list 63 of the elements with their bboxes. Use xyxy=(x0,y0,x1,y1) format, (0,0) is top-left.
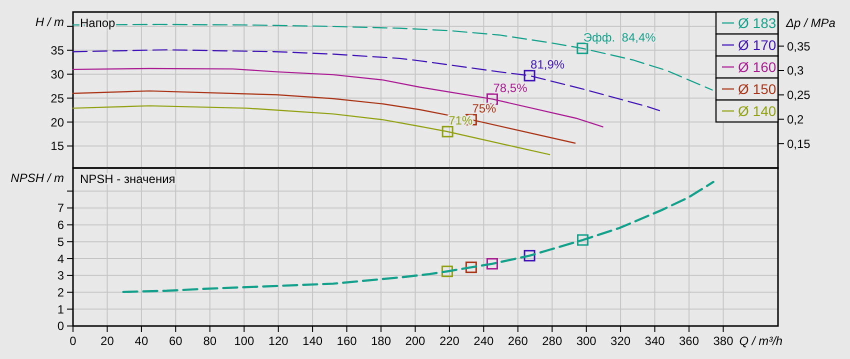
y-tick-label: 1 xyxy=(57,302,64,316)
x-tick-label: 340 xyxy=(644,334,666,348)
y-tick-label: 0 xyxy=(57,319,64,334)
y2-tick-label: 0,25 xyxy=(787,88,811,102)
x-tick-label: 240 xyxy=(474,334,494,348)
legend-label: Ø 170 xyxy=(738,36,776,53)
y2-tick-label: 0,35 xyxy=(787,39,811,54)
annotation: 75% xyxy=(472,102,497,116)
legend-label: Ø 150 xyxy=(738,80,776,97)
x-tick-label: 260 xyxy=(508,334,528,348)
annotation: 81,9% xyxy=(530,58,565,72)
x-tick-label: 380 xyxy=(713,334,734,348)
point xyxy=(442,126,454,138)
legend-label: Ø 183 xyxy=(738,14,776,31)
y-tick-label: 7 xyxy=(57,201,64,216)
x-tick-label: 80 xyxy=(203,334,217,348)
x-tick-label: 320 xyxy=(610,334,631,348)
point xyxy=(524,250,536,262)
y2-tick-label: 0,15 xyxy=(787,136,811,151)
x-tick-label: 180 xyxy=(370,334,392,348)
y-tick-label: 2 xyxy=(57,285,64,300)
x-tick-label: 0 xyxy=(70,334,77,348)
legend-label: Ø 160 xyxy=(738,58,776,75)
point xyxy=(576,42,588,54)
point xyxy=(465,262,477,274)
x-tick-label: 20 xyxy=(100,334,114,348)
y2-axis-title: Δp / MPa xyxy=(785,16,836,30)
y-tick-label: 5 xyxy=(57,234,64,249)
x-tick-label: 300 xyxy=(576,334,597,348)
y-tick-label: 35 xyxy=(50,43,64,58)
y2-tick-label: 0,2 xyxy=(787,112,804,126)
line-series xyxy=(72,49,660,112)
x-tick-label: 280 xyxy=(542,334,562,348)
x-tick-label: 60 xyxy=(168,334,183,348)
point xyxy=(577,234,589,246)
x-axis-title: Q / m³/h xyxy=(739,334,783,348)
y-tick-label: 15 xyxy=(50,139,64,154)
y-tick-label: 30 xyxy=(50,67,64,82)
y-axis-title: H / m xyxy=(35,15,64,29)
annotation: 78,5% xyxy=(493,81,528,96)
legend-label: Ø 140 xyxy=(738,102,776,119)
chart-title: NPSH - значения xyxy=(80,172,176,186)
x-tick-label: 200 xyxy=(405,334,426,348)
point xyxy=(486,93,498,105)
y2-tick-label: 0,3 xyxy=(787,64,804,78)
y-tick-label: 3 xyxy=(57,268,64,283)
x-tick-label: 100 xyxy=(234,334,254,348)
x-tick-label: 140 xyxy=(302,334,323,348)
x-tick-label: 40 xyxy=(134,334,148,348)
point xyxy=(441,266,453,278)
x-tick-label: 220 xyxy=(439,334,460,348)
annotation: Эфф. 84,4% xyxy=(583,30,656,44)
line-series xyxy=(72,105,550,156)
x-tick-label: 360 xyxy=(679,334,700,348)
y-tick-label: 25 xyxy=(50,91,64,106)
y-axis-title: NPSH / m xyxy=(10,171,64,185)
point xyxy=(486,258,498,270)
y-tick-label: 20 xyxy=(50,115,64,130)
y-tick-label: 6 xyxy=(57,218,64,232)
x-tick-label: 160 xyxy=(336,334,358,348)
x-tick-label: 120 xyxy=(268,334,289,348)
point xyxy=(524,70,536,82)
y-tick-label: 4 xyxy=(57,252,64,266)
